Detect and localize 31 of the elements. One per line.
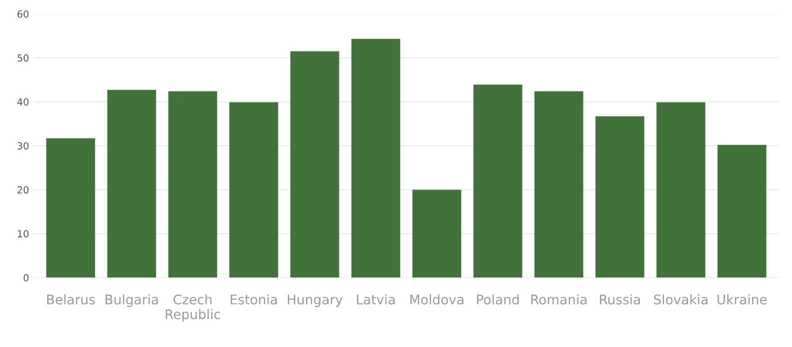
y-tick-label: 20 bbox=[18, 186, 29, 194]
bar bbox=[229, 102, 278, 278]
bar bbox=[656, 102, 706, 278]
bar bbox=[473, 84, 522, 278]
bar bbox=[46, 138, 96, 278]
bar bbox=[351, 38, 400, 278]
x-tick-label: Slovakia bbox=[654, 294, 708, 304]
x-tick-label: Moldova bbox=[410, 294, 464, 304]
x-tick-label: Bulgaria bbox=[106, 294, 158, 308]
x-tick-label: Hungary bbox=[288, 294, 343, 308]
x-tick-label: Latvia bbox=[356, 294, 395, 304]
x-tick-label: Ukraine bbox=[718, 294, 767, 304]
bar bbox=[412, 190, 462, 278]
bar bbox=[534, 91, 584, 278]
y-tick-label: 10 bbox=[18, 230, 29, 238]
bar bbox=[595, 116, 644, 278]
x-tick-label: Belarus bbox=[47, 294, 95, 304]
y-tick-label: 0 bbox=[24, 274, 29, 282]
y-tick-label: 40 bbox=[17, 98, 29, 106]
y-tick-label: 50 bbox=[18, 54, 29, 62]
x-tick-label: Czech Republic bbox=[166, 294, 220, 322]
bar bbox=[718, 144, 766, 278]
y-tick-label: 30 bbox=[18, 142, 29, 150]
bar bbox=[107, 90, 156, 278]
y-tick-label: 60 bbox=[18, 10, 29, 18]
x-tick-label: Russia bbox=[600, 294, 640, 304]
x-tick-label: Romania bbox=[531, 294, 587, 304]
bar bbox=[290, 51, 340, 278]
bar bbox=[168, 91, 218, 278]
x-tick-label: Estonia bbox=[230, 294, 277, 304]
x-tick-label: Poland bbox=[477, 294, 519, 304]
